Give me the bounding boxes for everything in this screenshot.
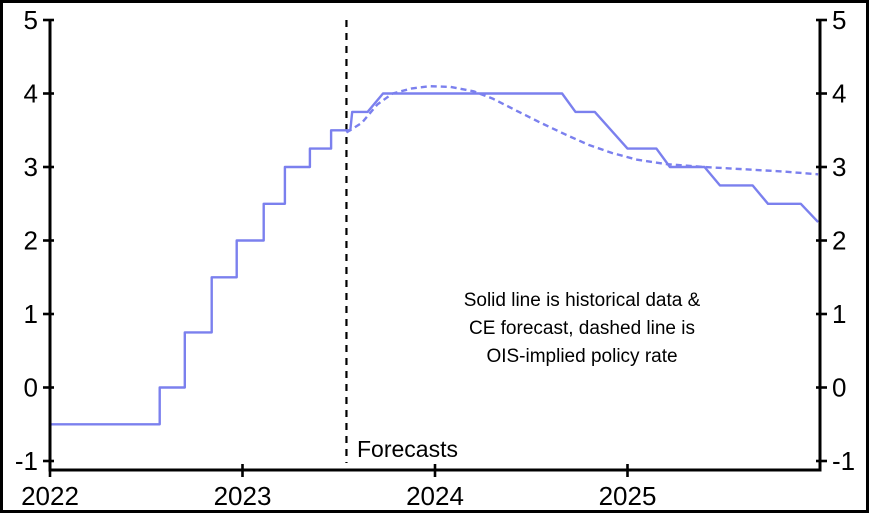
x-tick-label: 2024 xyxy=(406,481,464,511)
forecast-label: Forecasts xyxy=(357,436,458,462)
x-tick-label: 2022 xyxy=(21,481,79,511)
y-tick-label-left: 4 xyxy=(24,79,38,109)
y-tick-label-right: 4 xyxy=(832,79,846,109)
y-tick-label-left: -1 xyxy=(15,446,38,476)
y-tick-label-left: 0 xyxy=(24,373,38,403)
y-tick-label-right: -1 xyxy=(832,446,855,476)
y-tick-label-left: 1 xyxy=(24,299,38,329)
y-tick-label-right: 3 xyxy=(832,152,846,182)
series-ois-dashed xyxy=(345,84,819,176)
y-tick-label-left: 3 xyxy=(24,152,38,182)
annotation-line-2: CE forecast, dashed line is xyxy=(469,318,695,339)
y-tick-label-left: 2 xyxy=(24,226,38,256)
series-policy-solid xyxy=(50,92,819,426)
x-tick-label: 2025 xyxy=(599,481,657,511)
chart-generated: 5 5 4 4 3 3 2 2 1 1 0 0 -1 -1 2022 2023 2024 2025 xyxy=(15,5,855,511)
y-tick-label-right: 5 xyxy=(832,5,846,35)
x-tick-label: 2023 xyxy=(214,481,272,511)
y-tick-label-right: 0 xyxy=(832,373,846,403)
y-tick-label-left: 5 xyxy=(24,5,38,35)
annotation-line-3: OIS-implied policy rate xyxy=(486,346,677,367)
annotation-line-1: Solid line is historical data & xyxy=(464,290,701,311)
y-tick-label-right: 2 xyxy=(832,226,846,256)
y-tick-label-right: 1 xyxy=(832,299,846,329)
